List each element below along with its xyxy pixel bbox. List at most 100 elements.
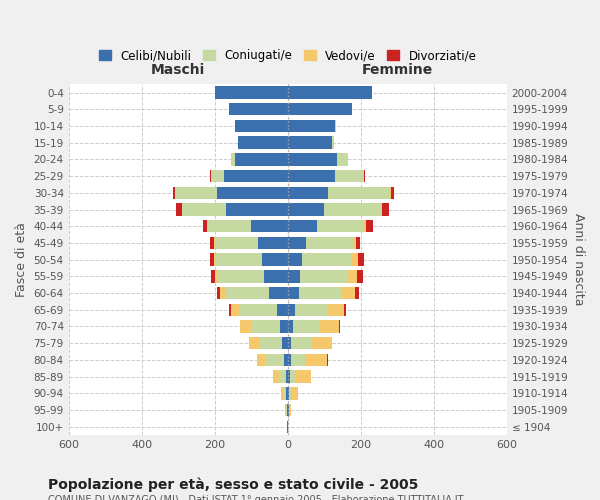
Bar bbox=[273, 370, 278, 383]
Bar bbox=[215, 270, 217, 282]
Text: Maschi: Maschi bbox=[151, 64, 205, 78]
Bar bbox=[239, 320, 240, 333]
Bar bbox=[391, 186, 394, 199]
Bar bbox=[208, 220, 251, 232]
Bar bbox=[335, 120, 336, 132]
Bar bbox=[328, 304, 344, 316]
Bar bbox=[382, 203, 389, 216]
Bar bbox=[259, 236, 287, 249]
Bar bbox=[287, 320, 293, 333]
Bar bbox=[311, 337, 331, 349]
Bar bbox=[286, 387, 287, 400]
Bar bbox=[356, 236, 360, 249]
Bar bbox=[214, 254, 215, 266]
Bar bbox=[305, 354, 327, 366]
Bar bbox=[331, 337, 332, 349]
Bar bbox=[211, 270, 215, 282]
Bar bbox=[299, 287, 343, 300]
Text: Femmine: Femmine bbox=[362, 64, 433, 78]
Bar bbox=[262, 254, 287, 266]
Bar bbox=[302, 254, 352, 266]
Bar bbox=[289, 387, 291, 400]
Bar bbox=[229, 103, 287, 116]
Bar bbox=[217, 270, 264, 282]
Bar bbox=[289, 404, 290, 416]
Bar bbox=[238, 136, 287, 149]
Bar bbox=[248, 337, 250, 349]
Bar bbox=[327, 354, 328, 366]
Bar bbox=[287, 136, 331, 149]
Bar bbox=[217, 287, 220, 300]
Bar bbox=[215, 236, 259, 249]
Bar bbox=[278, 370, 286, 383]
Bar bbox=[290, 370, 295, 383]
Bar bbox=[251, 220, 287, 232]
Bar bbox=[291, 387, 298, 400]
Bar bbox=[250, 337, 260, 349]
Bar bbox=[287, 420, 289, 433]
Bar bbox=[287, 287, 299, 300]
Bar bbox=[366, 220, 373, 232]
Bar bbox=[224, 170, 287, 182]
Bar bbox=[306, 236, 353, 249]
Bar bbox=[277, 304, 287, 316]
Bar bbox=[235, 153, 287, 166]
Text: Popolazione per età, sesso e stato civile - 2005: Popolazione per età, sesso e stato civil… bbox=[48, 478, 418, 492]
Bar bbox=[390, 186, 391, 199]
Bar bbox=[226, 203, 287, 216]
Bar bbox=[286, 370, 287, 383]
Bar bbox=[358, 254, 364, 266]
Y-axis label: Fasce di età: Fasce di età bbox=[15, 222, 28, 297]
Bar bbox=[357, 270, 362, 282]
Bar bbox=[235, 120, 287, 132]
Bar bbox=[269, 287, 287, 300]
Bar bbox=[343, 287, 355, 300]
Bar bbox=[211, 170, 224, 182]
Bar bbox=[287, 120, 335, 132]
Bar bbox=[287, 236, 306, 249]
Bar bbox=[339, 320, 340, 333]
Bar bbox=[266, 354, 284, 366]
Bar bbox=[290, 354, 305, 366]
Bar bbox=[287, 203, 324, 216]
Bar bbox=[229, 304, 231, 316]
Bar bbox=[260, 337, 282, 349]
Bar bbox=[293, 320, 319, 333]
Bar bbox=[364, 170, 365, 182]
Bar bbox=[226, 287, 269, 300]
Bar bbox=[287, 387, 289, 400]
Bar bbox=[287, 86, 371, 99]
Bar bbox=[282, 337, 287, 349]
Bar bbox=[319, 320, 339, 333]
Y-axis label: Anni di nascita: Anni di nascita bbox=[572, 214, 585, 306]
Bar bbox=[257, 354, 266, 366]
Text: COMUNE DI VANZAGO (MI) - Dati ISTAT 1° gennaio 2005 - Elaborazione TUTTITALIA.IT: COMUNE DI VANZAGO (MI) - Dati ISTAT 1° g… bbox=[48, 495, 464, 500]
Bar bbox=[335, 170, 364, 182]
Bar bbox=[175, 186, 217, 199]
Bar bbox=[331, 136, 334, 149]
Bar bbox=[182, 203, 226, 216]
Bar bbox=[217, 186, 287, 199]
Bar bbox=[287, 220, 317, 232]
Bar bbox=[381, 203, 382, 216]
Bar bbox=[281, 387, 283, 400]
Bar bbox=[317, 220, 364, 232]
Bar bbox=[295, 304, 328, 316]
Bar bbox=[287, 270, 301, 282]
Bar bbox=[287, 354, 290, 366]
Bar bbox=[287, 370, 290, 383]
Bar bbox=[283, 387, 286, 400]
Bar bbox=[264, 270, 287, 282]
Bar bbox=[287, 304, 295, 316]
Bar bbox=[214, 236, 215, 249]
Bar bbox=[352, 254, 358, 266]
Bar bbox=[292, 337, 311, 349]
Bar bbox=[240, 304, 277, 316]
Bar bbox=[231, 153, 235, 166]
Bar bbox=[215, 254, 262, 266]
Bar bbox=[210, 254, 214, 266]
Bar bbox=[287, 153, 337, 166]
Bar bbox=[211, 236, 214, 249]
Bar bbox=[287, 186, 328, 199]
Bar bbox=[324, 203, 381, 216]
